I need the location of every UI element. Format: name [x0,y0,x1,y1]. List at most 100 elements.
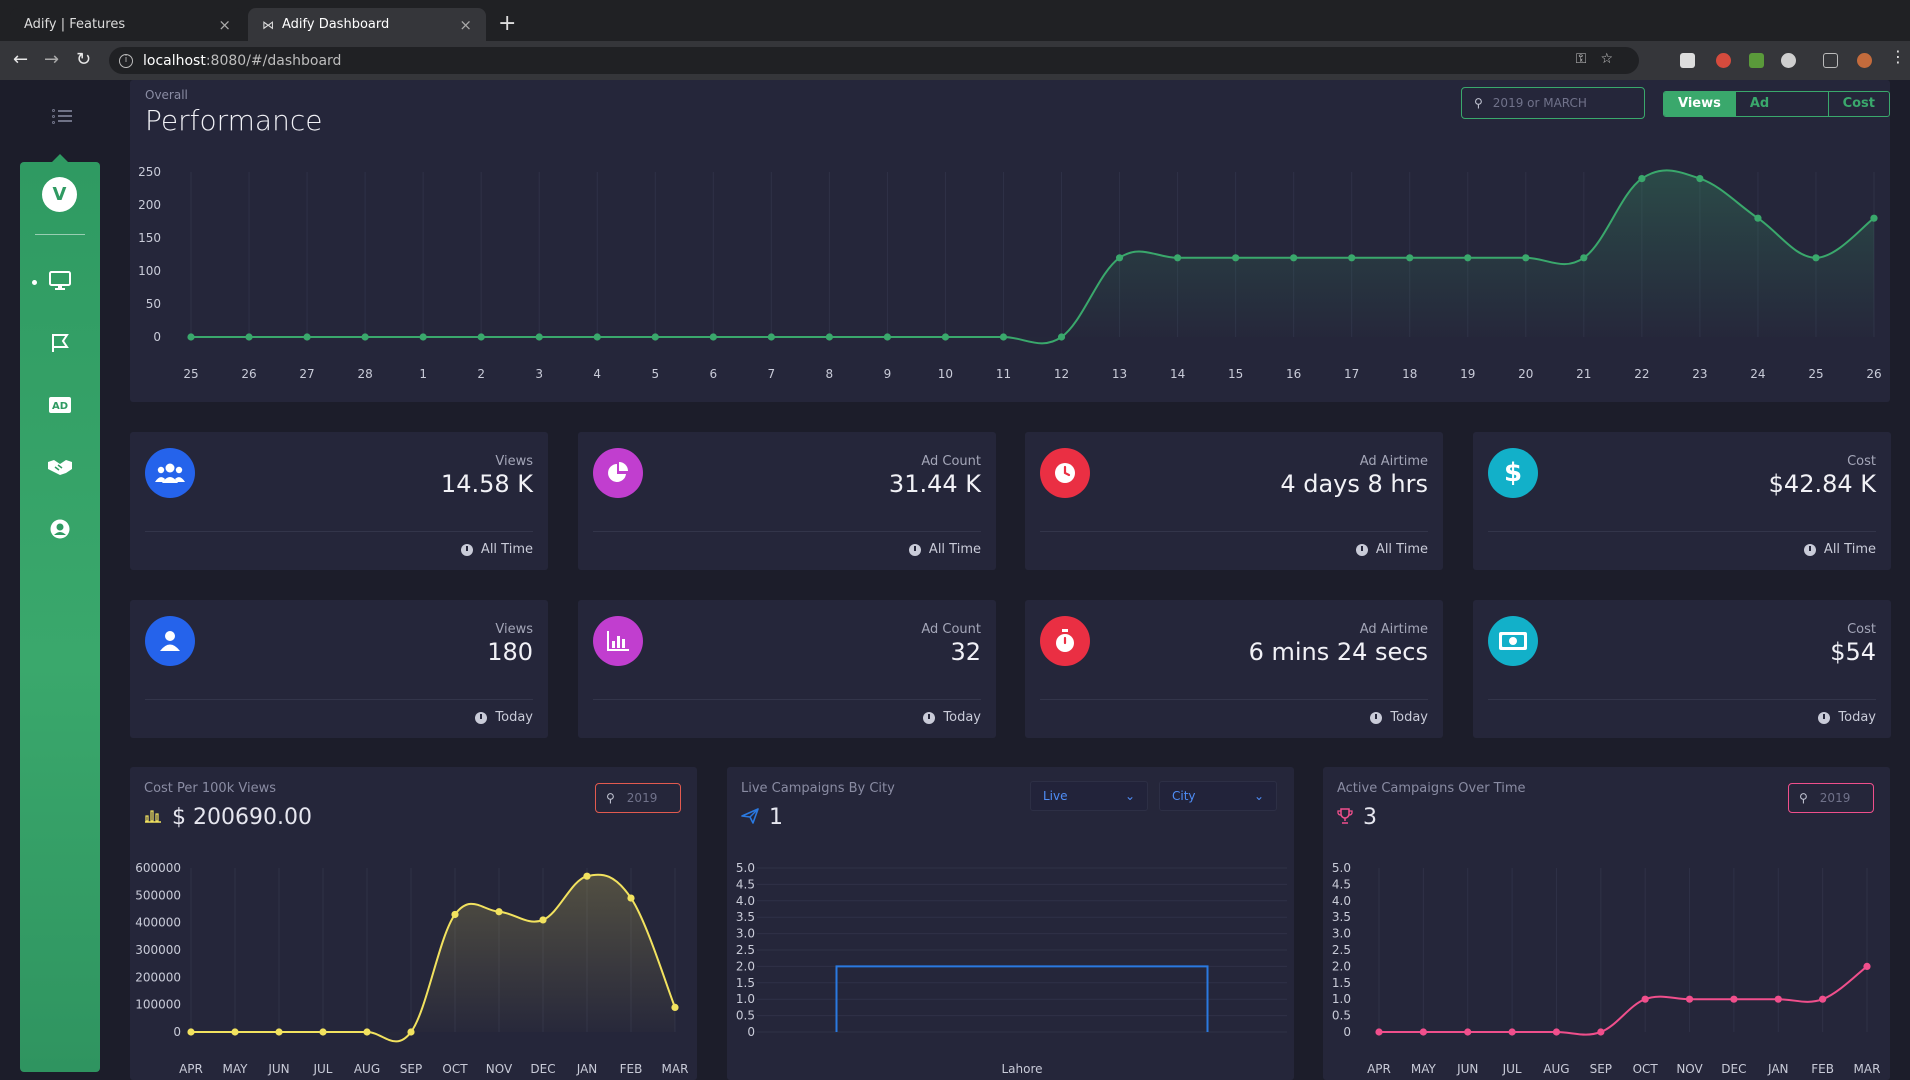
sidebar-item-account[interactable] [47,516,73,542]
x-tick-label: 6 [709,367,717,381]
stat-value: $54 [1830,638,1876,666]
data-point [319,1028,327,1036]
close-icon[interactable]: × [218,15,231,34]
y-tick-label: 150 [138,231,161,245]
handshake-icon [48,460,72,475]
x-tick-label: 9 [884,367,892,381]
clock-icon [1803,543,1816,556]
panel-value: 3 [1337,805,1377,830]
cost-year-search-input[interactable]: ⚲ 2019 [595,783,681,813]
data-point [419,333,427,341]
vue-logo-icon[interactable]: V [42,177,77,212]
y-tick-label: 200 [138,198,161,212]
x-tick-label: 4 [593,367,601,381]
trophy-icon [1337,807,1353,828]
sidebar-item-ads[interactable]: AD [47,392,73,418]
stat-value: 31.44 K [888,470,981,498]
cost-chart: 0 100000 200000 300000 400000 500000 600000 APR… [135,861,689,1076]
data-point [407,1028,415,1036]
stat-card-airtime-today: Ad Airtime 6 mins 24 secs Today [1025,600,1443,738]
cost-button[interactable]: Cost [1842,96,1875,111]
divider [1040,699,1428,700]
performance-search-input[interactable]: ⚲ 2019 or MARCH [1461,87,1645,119]
panel-title: Live Campaigns By City [741,781,895,796]
stat-card-cost-all-time: $ Cost $42.84 K All Time [1473,432,1891,570]
stat-card-airtime-all-time: Ad Airtime 4 days 8 hrs All Time [1025,432,1443,570]
divider [1488,531,1876,532]
x-tick-label: DEC [1721,1062,1746,1076]
active-campaigns-panel: 0 0.5 1.0 1.5 2.0 2.5 3.0 3.5 4.0 4.5 5.0 APR MAY JUN… [1323,767,1890,1080]
views-button[interactable]: Views [1664,92,1736,116]
stat-card-ad-count-all-time: Ad Count 31.44 K All Time [578,432,996,570]
address-bar[interactable]: i localhost:8080/#/dashboard ⚿☆ [109,47,1639,74]
tab-title: Adify Dashboard [282,17,390,32]
pie-chart-icon [593,448,643,498]
status-dropdown[interactable]: Live ⌄ [1030,781,1148,811]
data-point [1812,254,1820,262]
data-point [1597,1028,1605,1036]
search-icon: ⚲ [606,791,615,805]
stat-value: 32 [950,638,981,666]
data-point [1696,175,1704,183]
page-title: Performance [145,104,323,137]
x-tick-label: JAN [576,1062,598,1076]
data-point [1580,254,1588,262]
back-icon[interactable]: ← [13,49,29,70]
live-count-value: 1 [769,805,783,830]
active-year-search-input[interactable]: ⚲ 2019 [1788,783,1874,813]
divider [145,531,533,532]
data-point [1375,1028,1383,1036]
extension-icon[interactable] [1749,53,1764,68]
data-point [477,333,485,341]
search-placeholder: 2019 [1819,791,1851,805]
data-point [535,333,543,341]
city-dropdown[interactable]: City ⌄ [1159,781,1277,811]
close-icon[interactable]: × [459,15,472,34]
x-tick-label: APR [1367,1062,1391,1076]
x-tick-label: MAR [662,1062,689,1076]
cast-icon[interactable] [1823,53,1838,68]
performance-panel: 0 50 100 150 200 250 25 26 27 28 1 2 3 4 5 6 7 8 9 10 11 12 13… [130,80,1890,402]
menu-kebab-icon[interactable]: ⋮ [1890,47,1906,66]
y-tick-label: 2.5 [1332,943,1351,957]
url-path: :8080/#/dashboard [205,52,342,69]
divider [1040,531,1428,532]
tab-dashboard[interactable]: ⋈ Adify Dashboard × [248,8,486,41]
key-icon[interactable]: ⚿ [1575,51,1601,67]
x-tick-label: 26 [241,367,256,381]
menu-toggle-icon[interactable] [52,107,72,125]
favicon-icon: ⋈ [262,17,274,32]
stat-label: Ad Airtime [1359,454,1428,469]
sidebar-item-campaigns[interactable] [47,330,73,356]
stat-footer-text: All Time [480,542,533,557]
x-tick-label: 28 [357,367,372,381]
extension-icon[interactable] [1781,53,1796,68]
sidebar-item-dashboard[interactable] [47,268,73,294]
sidebar-item-partners[interactable] [47,454,73,480]
info-icon[interactable]: i [119,53,133,68]
extension-icon[interactable] [1680,53,1695,68]
x-tick-label: 8 [826,367,834,381]
reload-icon[interactable]: ↻ [76,49,92,70]
data-point [275,1028,283,1036]
y-tick-label: 500000 [135,888,181,902]
x-tick-label: 20 [1518,367,1533,381]
ad-count-button[interactable]: Ad Count [1736,92,1829,116]
data-point [1419,1028,1427,1036]
bar [835,965,1209,1032]
tab-features[interactable]: Adify | Features × [10,8,245,41]
y-tick-label: 0 [747,1025,755,1039]
extension-icon[interactable] [1716,53,1731,68]
avatar[interactable] [1857,53,1872,68]
browser-toolbar: ← → ↻ i localhost:8080/#/dashboard ⚿☆ ⋮ [0,41,1910,80]
y-tick-label: 400000 [135,916,181,930]
data-point [1406,254,1414,262]
star-icon[interactable]: ☆ [1600,51,1627,67]
data-point [941,333,950,341]
y-tick-label: 1.5 [1332,976,1351,990]
x-tick-label: 26 [1866,367,1881,381]
x-tick-label: APR [179,1062,203,1076]
new-tab-button[interactable]: + [498,11,517,36]
x-tick-label: OCT [1633,1062,1659,1076]
forward-icon[interactable]: → [44,49,60,70]
